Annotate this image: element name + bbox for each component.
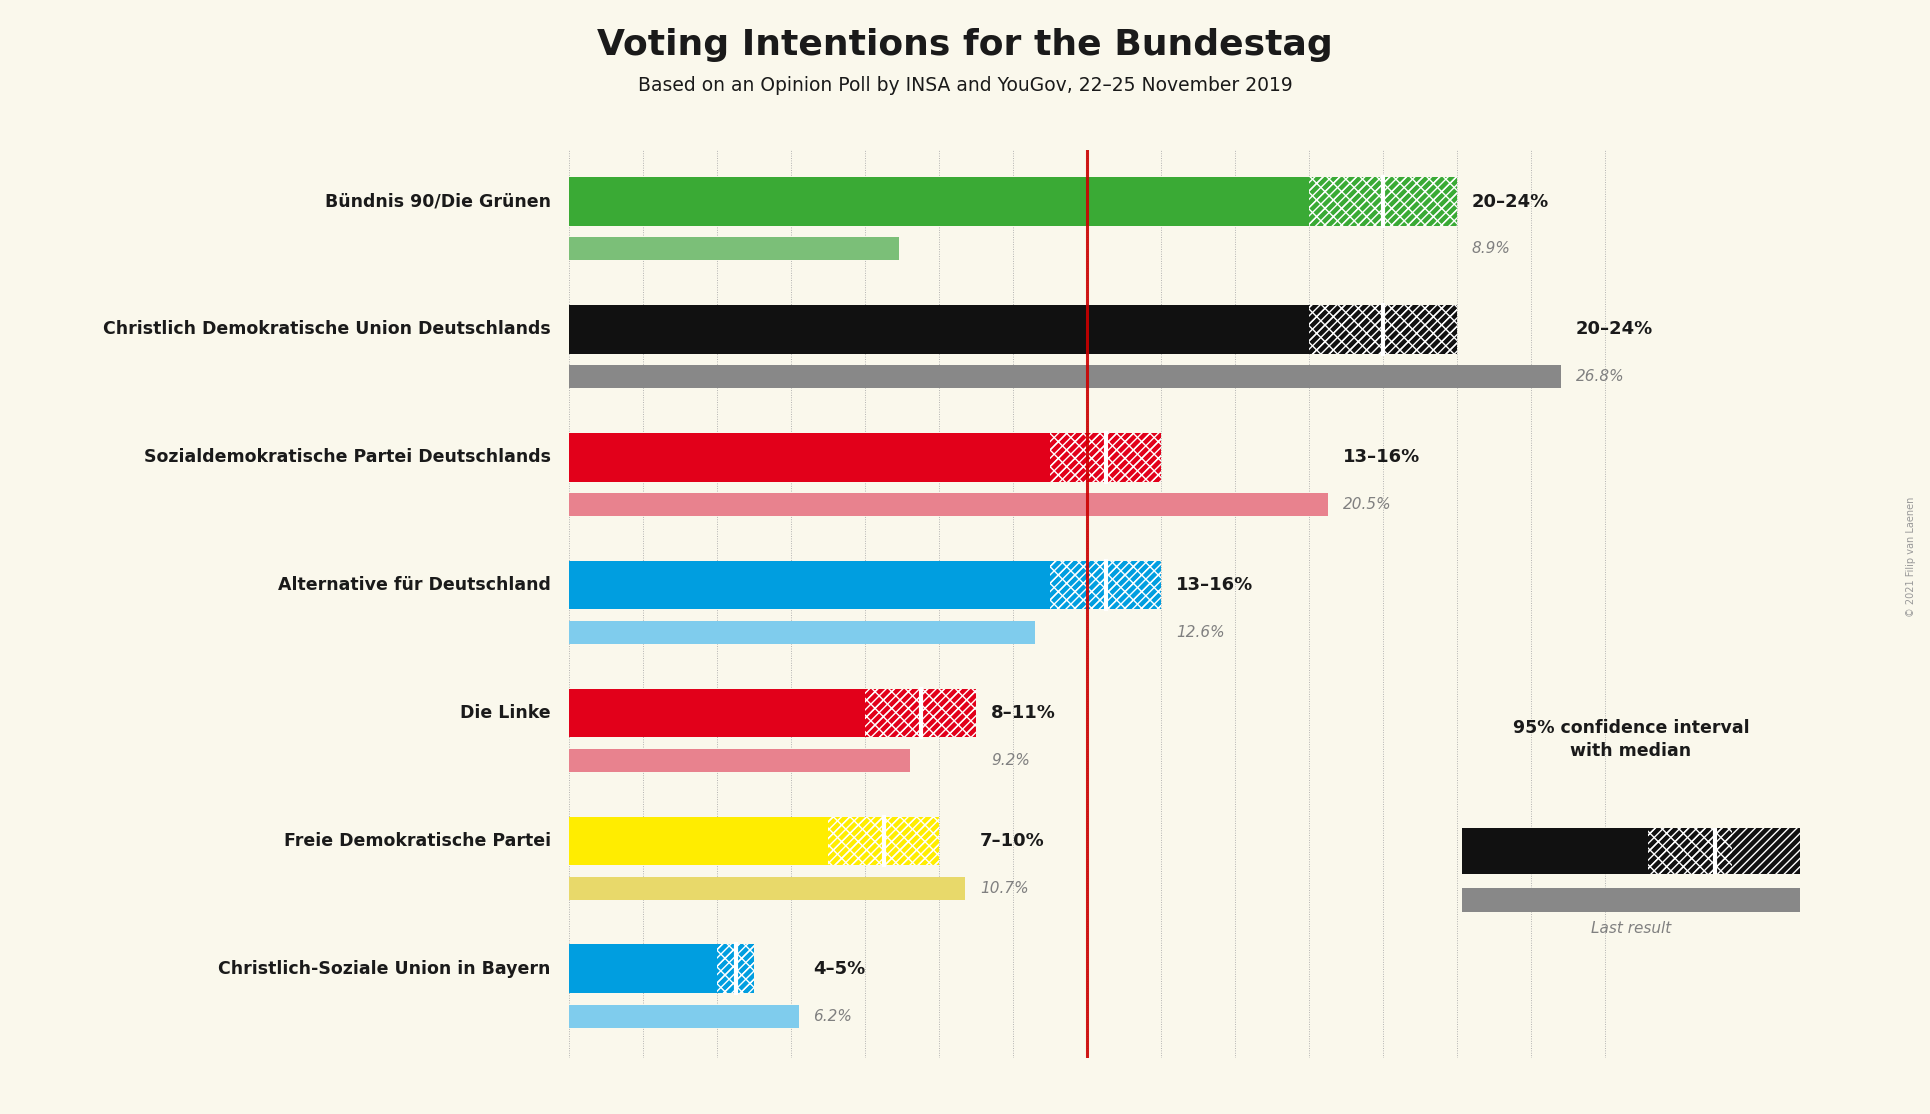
Bar <box>569 177 1309 226</box>
Bar <box>718 945 755 993</box>
Bar <box>569 433 1050 481</box>
Text: 7–10%: 7–10% <box>980 832 1044 850</box>
Bar <box>569 749 909 772</box>
Text: 8.9%: 8.9% <box>1473 242 1511 256</box>
Bar <box>569 877 965 900</box>
Bar <box>569 494 1328 516</box>
Bar <box>1050 433 1162 481</box>
Bar <box>569 620 1034 644</box>
Bar <box>865 688 977 737</box>
Text: 13–16%: 13–16% <box>1343 448 1420 467</box>
Bar <box>828 817 940 866</box>
Text: Christlich Demokratische Union Deutschlands: Christlich Demokratische Union Deutschla… <box>102 321 550 339</box>
Bar <box>1309 177 1457 226</box>
Text: 9.2%: 9.2% <box>990 753 1031 768</box>
Text: 20.5%: 20.5% <box>1343 497 1392 512</box>
Text: 10.7%: 10.7% <box>980 881 1029 896</box>
Text: 20–24%: 20–24% <box>1575 321 1652 339</box>
Text: 8–11%: 8–11% <box>990 704 1056 722</box>
Text: 26.8%: 26.8% <box>1575 369 1625 384</box>
Bar <box>1309 177 1457 226</box>
Bar <box>569 945 718 993</box>
Text: Last result: Last result <box>1590 921 1671 936</box>
Text: 13–16%: 13–16% <box>1175 576 1253 594</box>
Bar <box>718 945 755 993</box>
Bar <box>569 1005 799 1027</box>
Bar <box>1463 828 1648 874</box>
Bar <box>828 817 940 866</box>
Bar <box>1050 560 1162 609</box>
Text: Based on an Opinion Poll by INSA and YouGov, 22–25 November 2019: Based on an Opinion Poll by INSA and You… <box>637 76 1293 95</box>
Text: Die Linke: Die Linke <box>459 704 550 722</box>
Bar <box>569 305 1309 354</box>
Bar <box>569 817 828 866</box>
Text: 20–24%: 20–24% <box>1473 193 1550 211</box>
Text: 6.2%: 6.2% <box>813 1008 853 1024</box>
Text: 12.6%: 12.6% <box>1175 625 1226 639</box>
Bar <box>569 237 899 261</box>
Text: Christlich-Soziale Union in Bayern: Christlich-Soziale Union in Bayern <box>218 960 550 978</box>
Bar <box>1309 305 1457 354</box>
Bar <box>1309 305 1457 354</box>
Text: 95% confidence interval
with median: 95% confidence interval with median <box>1513 719 1749 760</box>
Bar <box>1648 828 1731 874</box>
Text: © 2021 Filip van Laenen: © 2021 Filip van Laenen <box>1907 497 1916 617</box>
Text: Bündnis 90/Die Grünen: Bündnis 90/Die Grünen <box>324 193 550 211</box>
Text: Sozialdemokratische Partei Deutschlands: Sozialdemokratische Partei Deutschlands <box>145 448 550 467</box>
Bar <box>1050 433 1162 481</box>
Text: Voting Intentions for the Bundestag: Voting Intentions for the Bundestag <box>596 28 1334 62</box>
Text: Freie Demokratische Partei: Freie Demokratische Partei <box>284 832 550 850</box>
Bar <box>1050 560 1162 609</box>
Bar <box>569 365 1561 389</box>
Bar <box>569 560 1050 609</box>
Text: Alternative für Deutschland: Alternative für Deutschland <box>278 576 550 594</box>
Text: 4–5%: 4–5% <box>813 960 867 978</box>
Bar <box>569 688 865 737</box>
Bar <box>1731 828 1799 874</box>
Bar <box>865 688 977 737</box>
Bar <box>1648 828 1731 874</box>
